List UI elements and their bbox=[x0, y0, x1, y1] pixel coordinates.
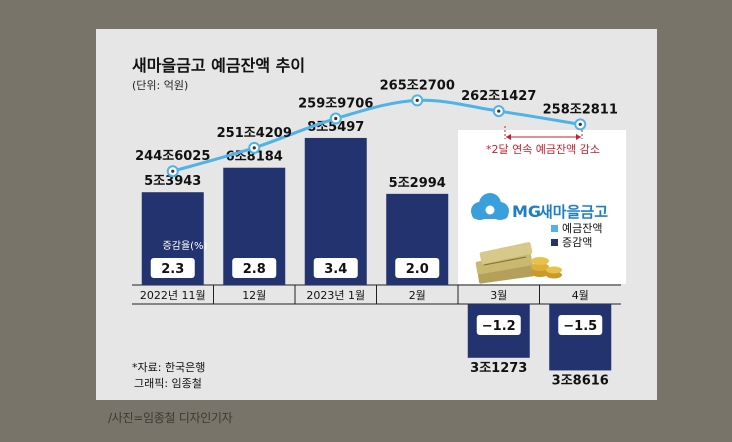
chart-title: 새마을금고 예금잔액 추이 bbox=[132, 56, 305, 75]
rate-value: 2.3 bbox=[161, 262, 184, 277]
category-label: 3월 bbox=[490, 289, 507, 302]
rate-value: 2.0 bbox=[406, 262, 429, 277]
annotation-arrow-left bbox=[506, 134, 511, 140]
balance-point-center bbox=[171, 169, 175, 173]
rate-value: 2.8 bbox=[243, 262, 266, 277]
category-label: 4월 bbox=[572, 289, 589, 302]
rate-value: 3.4 bbox=[324, 262, 347, 277]
rate-box bbox=[476, 315, 521, 335]
credit-text: 그래픽: 임종철 bbox=[134, 377, 202, 390]
bar-negative bbox=[549, 304, 612, 371]
rate-box bbox=[395, 258, 440, 278]
rate-value: −1.2 bbox=[482, 319, 516, 334]
annotation-text: *2달 연속 예금잔액 감소 bbox=[486, 143, 600, 156]
legend: 예금잔액 증감액 bbox=[551, 222, 602, 249]
category-label: 2023년 1월 bbox=[306, 289, 365, 302]
chart-unit: (단위: 억원) bbox=[132, 79, 188, 92]
balance-value-label: 265조2700 bbox=[380, 78, 455, 93]
bar-value-label: 3조8616 bbox=[552, 373, 609, 388]
balance-value-label: 258조2811 bbox=[543, 102, 618, 117]
balance-point-center bbox=[415, 98, 419, 102]
legend-swatch-balance bbox=[551, 225, 558, 232]
balance-value-label: 244조6025 bbox=[135, 149, 210, 164]
rate-value: −1.5 bbox=[563, 319, 597, 334]
legend-label-change: 증감액 bbox=[562, 236, 592, 249]
balance-point-center bbox=[497, 109, 501, 113]
cloud-icon bbox=[471, 193, 509, 220]
bar-value-label: 3조1273 bbox=[470, 361, 527, 376]
photo-caption: /사진=임종철 디자인기자 bbox=[108, 411, 233, 425]
brand-name: 새마을금고 bbox=[539, 203, 608, 221]
balance-value-label: 262조1427 bbox=[461, 89, 536, 104]
bar-value-label: 5조3943 bbox=[144, 174, 201, 189]
legend-label-balance: 예금잔액 bbox=[562, 222, 602, 235]
balance-point-center bbox=[334, 116, 338, 121]
annotation-decrease: *2달 연속 예금잔액 감소 bbox=[486, 126, 600, 156]
category-label: 12월 bbox=[242, 289, 266, 302]
rate-label: 증감율(%) bbox=[163, 240, 208, 252]
bar-value-label: 5조2994 bbox=[389, 176, 446, 191]
chart-panel: 새마을금고 예금잔액 추이 (단위: 억원) *2달 연속 예금잔액 감소 MG… bbox=[96, 29, 657, 400]
rate-box bbox=[150, 258, 195, 278]
rate-box bbox=[313, 258, 358, 278]
chart-svg: 새마을금고 예금잔액 추이 (단위: 억원) *2달 연속 예금잔액 감소 MG… bbox=[132, 56, 626, 390]
rate-box bbox=[558, 315, 603, 335]
brand-mark: MG bbox=[512, 202, 541, 221]
balance-point-center bbox=[252, 146, 256, 150]
brand-logo: MG 새마을금고 bbox=[471, 193, 608, 221]
balance-line bbox=[172, 98, 581, 173]
source-text: *자료: 한국은행 bbox=[132, 361, 205, 374]
legend-swatch-change bbox=[551, 239, 558, 246]
category-label: 2022년 11월 bbox=[140, 289, 206, 302]
annotation-arrow-right bbox=[576, 134, 581, 140]
balance-value-label: 251조4209 bbox=[217, 126, 292, 141]
category-label: 2월 bbox=[409, 289, 426, 302]
rate-box bbox=[232, 258, 277, 278]
money-icon bbox=[475, 242, 562, 284]
balance-point-center bbox=[578, 122, 582, 126]
balance-value-label: 259조9706 bbox=[298, 97, 373, 112]
